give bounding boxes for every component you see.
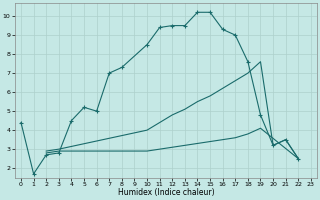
- X-axis label: Humidex (Indice chaleur): Humidex (Indice chaleur): [118, 188, 214, 197]
